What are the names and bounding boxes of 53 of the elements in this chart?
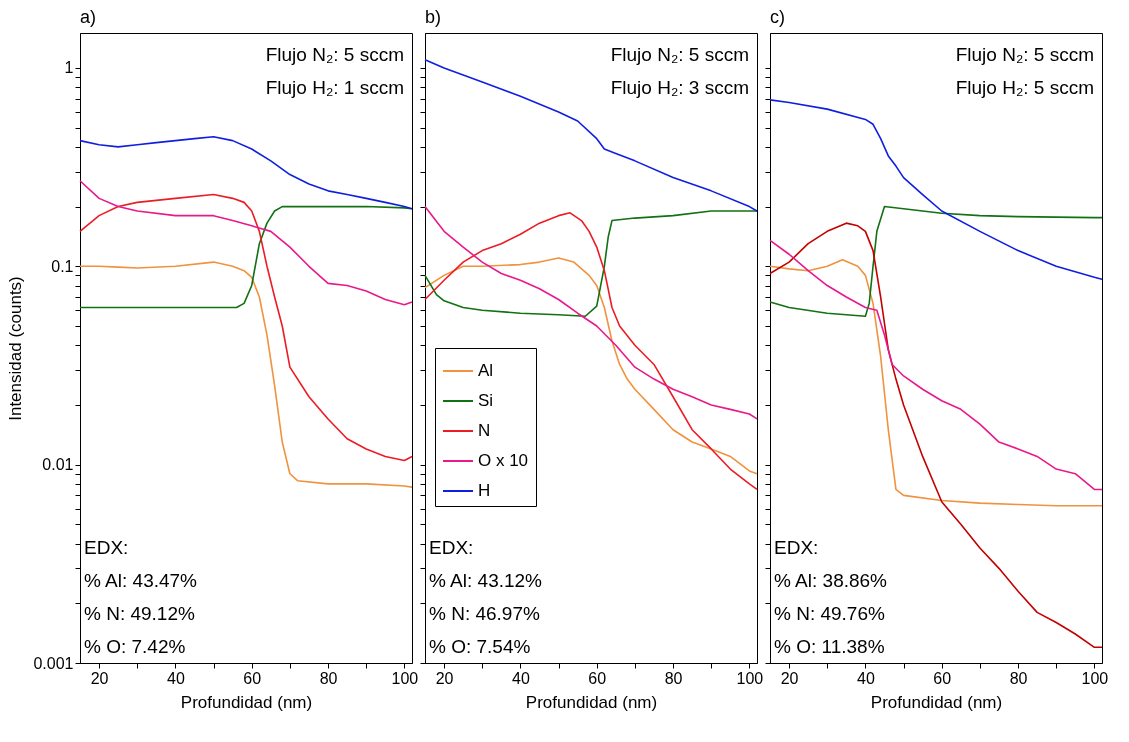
x-tick-label: 20 [90, 669, 109, 687]
x-tick-label: 40 [857, 669, 875, 687]
line-series [79, 135, 413, 210]
chart-title: a) [80, 7, 97, 27]
line-series [79, 179, 413, 306]
annotation: Flujo N₂: 5 sccm [610, 44, 749, 65]
legend-label: Si [478, 391, 494, 410]
x-tick-label: 40 [167, 669, 185, 687]
y-axis-title: Intensidad (counts) [6, 276, 26, 421]
y-tick-label: 0.1 [51, 257, 74, 275]
annotation: % Al: 38.86% [774, 570, 888, 591]
chart-title: b) [425, 7, 442, 27]
x-tick-label: 80 [1009, 669, 1028, 687]
x-tick-label: 100 [1081, 669, 1109, 687]
annotation: Flujo H₂: 1 sccm [265, 77, 404, 98]
annotation: Flujo H₂: 3 sccm [610, 77, 749, 98]
x-tick-label: 100 [391, 669, 419, 687]
x-axis-title: Profundidad (nm) [180, 692, 313, 712]
legend-label: N [478, 421, 491, 440]
chart-title: c) [770, 7, 785, 27]
x-tick-label: 60 [588, 669, 607, 687]
annotation: Flujo N₂: 5 sccm [265, 44, 404, 65]
x-tick-label: 80 [319, 669, 338, 687]
annotation: Flujo H₂: 5 sccm [955, 77, 1094, 98]
x-tick-label: 60 [933, 669, 952, 687]
annotation: EDX: [84, 537, 129, 558]
annotation: Flujo N₂: 5 sccm [955, 44, 1094, 65]
x-tick-label: 60 [243, 669, 262, 687]
legend-label: O x 10 [478, 451, 529, 470]
annotation: % O: 11.38% [774, 636, 885, 657]
y-tick-label: 1 [64, 59, 74, 77]
x-axis-title: Profundidad (nm) [525, 692, 658, 712]
x-tick-label: 40 [512, 669, 530, 687]
x-tick-label: 20 [780, 669, 799, 687]
annotation: % Al: 43.12% [429, 570, 543, 591]
annotation: % N: 49.76% [774, 603, 885, 624]
annotation: % N: 49.12% [84, 603, 195, 624]
annotation: EDX: [429, 537, 474, 558]
annotation: % O: 7.54% [429, 636, 531, 657]
legend-label: Al [478, 361, 494, 380]
annotation: % O: 7.42% [84, 636, 186, 657]
annotation: % Al: 43.47% [84, 570, 198, 591]
y-tick-label: 0.01 [42, 456, 74, 474]
x-tick-label: 20 [435, 669, 454, 687]
x-tick-label: 80 [664, 669, 683, 687]
y-tick-label: 0.001 [33, 654, 74, 672]
annotation: % N: 46.97% [429, 603, 540, 624]
x-axis-title: Profundidad (nm) [870, 692, 1003, 712]
line-series [79, 193, 413, 462]
x-tick-label: 100 [736, 669, 764, 687]
legend-label: H [478, 481, 491, 500]
annotation: EDX: [774, 537, 819, 558]
line-series [79, 261, 413, 488]
